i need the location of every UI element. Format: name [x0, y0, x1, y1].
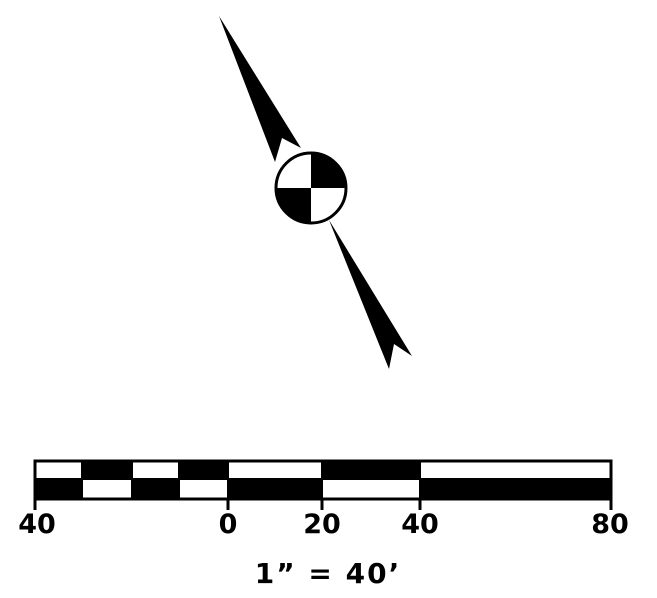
scale-bar: [33, 459, 613, 510]
scale-bar-bottom-row: [34, 478, 612, 500]
scale-bar-top-row: [34, 460, 612, 480]
scale-tick-label-left-40: 40: [18, 509, 56, 540]
scale-ratio-text: 1” = 40’: [255, 557, 401, 590]
north-arrow-icon: [219, 16, 412, 369]
north-arrow-lower-head: [329, 220, 412, 369]
scale-bar-ticks: [33, 499, 613, 510]
scale-tick-label-right-40: 40: [401, 509, 439, 540]
scale-tick-label-20: 20: [303, 509, 341, 540]
north-arrow-upper-head: [219, 16, 301, 162]
scale-tick-label-0: 0: [219, 509, 238, 540]
north-arrow-compass-circle: [274, 151, 348, 225]
scale-tick-label-80: 80: [591, 509, 629, 540]
